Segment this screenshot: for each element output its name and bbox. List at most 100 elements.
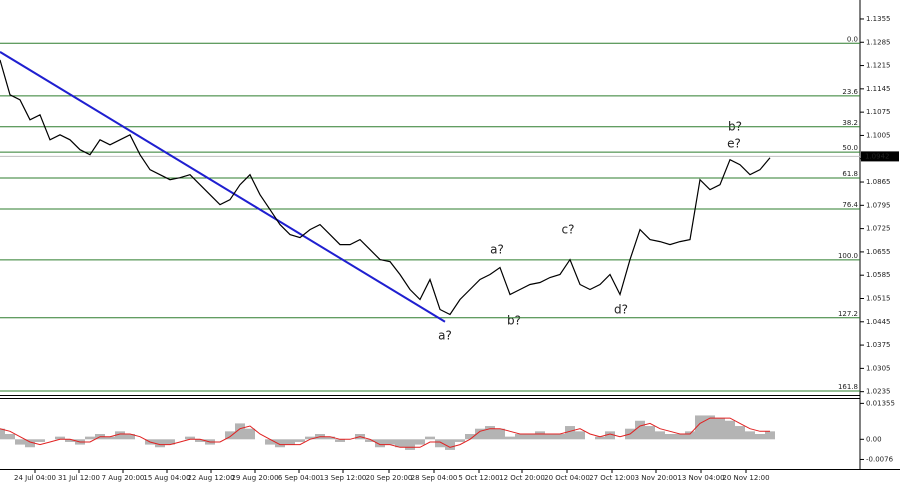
osc-bar (665, 434, 675, 440)
osc-bar (495, 428, 505, 440)
y-tick-label: 1.0795 (866, 201, 891, 209)
osc-bar (115, 431, 125, 440)
osc-bar (535, 431, 545, 440)
osc-bar (675, 434, 685, 440)
x-tick-label: 12 Oct 20:00 (499, 474, 545, 482)
y-tick-label: 1.1005 (866, 131, 891, 139)
osc-bar (305, 436, 315, 440)
y-tick-label: 1.0655 (866, 248, 891, 256)
osc-bar (155, 439, 165, 448)
current-price-label: 1.0942 (865, 152, 890, 160)
fib-label: 38.2 (842, 119, 858, 127)
osc-bar (275, 439, 285, 448)
osc-bar (525, 434, 535, 440)
osc-bar (335, 439, 345, 442)
x-tick-label: 20 Nov 12:00 (722, 474, 769, 482)
wave-label: d? (614, 303, 628, 317)
x-tick-label: 28 Sep 04:00 (411, 474, 458, 482)
osc-bar (25, 439, 35, 448)
osc-bar (225, 431, 235, 440)
osc-bar (745, 431, 755, 440)
osc-bar (405, 439, 415, 450)
fib-label: 50.0 (842, 144, 858, 152)
osc-bar (385, 439, 395, 445)
y-tick-label: 1.0725 (866, 225, 891, 233)
y-tick-label: 1.0515 (866, 294, 891, 302)
osc-bar (575, 431, 585, 440)
osc-bar (485, 426, 495, 440)
osc-bar (375, 439, 385, 448)
osc-bar (35, 439, 45, 442)
x-tick-label: 24 Jul 04:00 (14, 474, 56, 482)
fib-label: 0.0 (847, 35, 858, 43)
osc-bar (265, 439, 275, 445)
osc-tick-label: 0.01355 (866, 399, 895, 407)
x-tick-label: 13 Nov 04:00 (677, 474, 724, 482)
osc-bar (235, 423, 245, 440)
osc-bar (435, 439, 445, 448)
osc-bar (725, 420, 735, 440)
osc-tick-label: 0.00 (866, 435, 882, 443)
osc-bar (5, 434, 15, 440)
x-tick-label: 6 Sep 04:00 (278, 474, 320, 482)
osc-bar (295, 439, 305, 442)
current-price-box (861, 151, 899, 162)
wave-label: e? (727, 137, 741, 151)
fib-label: 23.6 (842, 88, 858, 96)
y-tick-label: 1.1215 (866, 62, 891, 70)
osc-bar (465, 434, 475, 440)
x-tick-label: 20 Sep 20:00 (366, 474, 413, 482)
wave-label: a? (490, 243, 504, 257)
osc-bar (125, 434, 135, 440)
osc-bar (765, 431, 775, 440)
osc-bar (455, 439, 465, 442)
y-tick-label: 1.0305 (866, 364, 891, 372)
osc-bar (735, 426, 745, 440)
y-tick-label: 1.0445 (866, 318, 891, 326)
osc-bar (545, 434, 555, 440)
y-tick-label: 1.0865 (866, 178, 891, 186)
osc-bar (695, 415, 705, 440)
osc-bar (185, 436, 195, 440)
x-tick-label: 15 Aug 04:00 (143, 474, 190, 482)
osc-bar (475, 428, 485, 440)
fib-label: 61.8 (842, 170, 858, 178)
fib-label: 76.4 (842, 201, 858, 209)
osc-bar (715, 418, 725, 440)
y-tick-label: 1.0375 (866, 341, 891, 349)
fib-label: 161.8 (838, 383, 858, 391)
osc-bar (395, 439, 405, 448)
osc-bar (565, 426, 575, 440)
osc-bar (755, 434, 765, 440)
osc-bar (55, 436, 65, 440)
osc-bar (415, 439, 425, 445)
y-tick-label: 1.1285 (866, 38, 891, 46)
x-tick-label: 3 Nov 20:00 (635, 474, 678, 482)
osc-bar (445, 439, 455, 450)
osc-bar (685, 431, 695, 440)
osc-bar (15, 439, 25, 445)
osc-bar (655, 431, 665, 440)
y-tick-label: 1.1075 (866, 108, 891, 116)
osc-bar (325, 436, 335, 440)
x-tick-label: 22 Aug 12:00 (187, 474, 234, 482)
osc-bar (0, 428, 5, 440)
osc-bar (555, 434, 565, 440)
osc-bar (245, 428, 255, 440)
x-tick-label: 13 Sep 12:00 (320, 474, 367, 482)
trend-line (0, 51, 446, 323)
osc-bar (65, 439, 75, 442)
osc-bar (85, 436, 95, 440)
x-tick-label: 31 Jul 12:00 (58, 474, 100, 482)
osc-bar (195, 439, 205, 442)
osc-bar (595, 436, 605, 440)
osc-bar (165, 439, 175, 445)
x-tick-label: 7 Aug 20:00 (102, 474, 145, 482)
osc-bar (365, 439, 375, 442)
y-tick-label: 1.1145 (866, 85, 891, 93)
osc-bar (505, 436, 515, 440)
wave-label: c? (562, 223, 575, 237)
osc-tick-label: -0.0076 (866, 455, 894, 463)
